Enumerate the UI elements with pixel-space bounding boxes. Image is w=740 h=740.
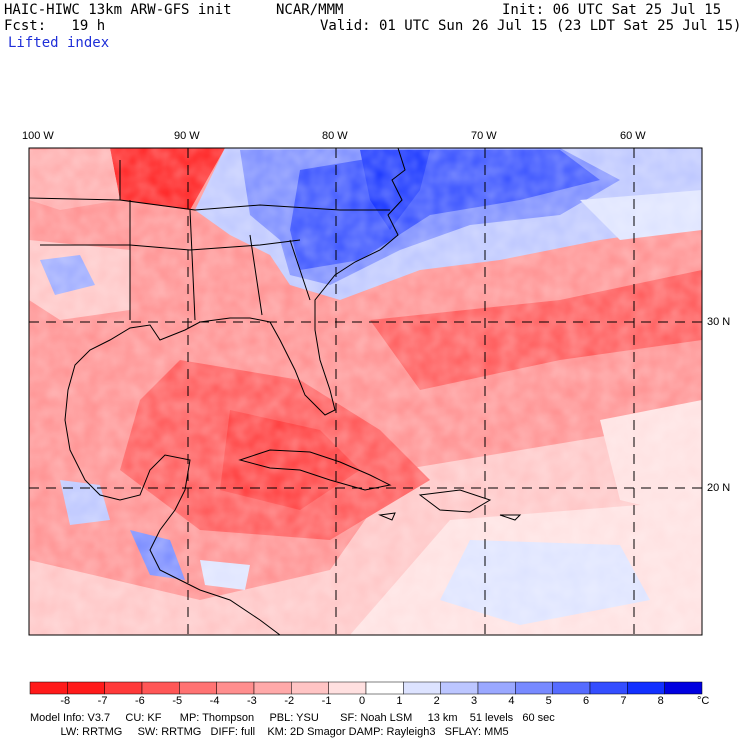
colorbar-tick-label: 6 (583, 695, 590, 707)
footer-line-2: LW: RRTMG SW: RRTMG DIFF: full KM: 2D Sm… (30, 726, 509, 738)
colorbar-unit: °C (697, 695, 710, 707)
valid-time: Valid: 01 UTC Sun 26 Jul 15 (23 LDT Sat … (320, 18, 740, 34)
coastline-gulf (64, 148, 406, 635)
colorbar-cell (403, 681, 441, 695)
colorbar-cell (477, 681, 516, 695)
border-states-2 (29, 197, 390, 211)
colorbar-tick-label: -3 (247, 695, 257, 707)
model-title: HAIC-HIWC 13km ARW-GFS init (4, 2, 232, 18)
colorbar-tick-label: 1 (396, 695, 403, 707)
colorbar-tick-label: -8 (60, 695, 71, 707)
colorbar-tick-label: -7 (97, 695, 108, 707)
border-states-6 (289, 239, 311, 301)
forecast-hour: Fcst: 19 h (4, 18, 106, 34)
colorbar-cell (664, 681, 703, 695)
colorbar-cell (328, 681, 367, 695)
lat-label-20n: 20 N (707, 482, 731, 494)
colorbar-tick-label: 4 (508, 695, 515, 707)
colorbar-tick-label: -5 (172, 695, 183, 707)
coastlines (29, 148, 522, 635)
colorbar-tick-label: 3 (471, 695, 478, 707)
coastline-jamaica (378, 512, 396, 521)
colorbar-cell (627, 681, 665, 695)
coastline-cuba (238, 449, 392, 491)
lon-label-100w: 100 W (22, 130, 54, 142)
lat-label-30n: 30 N (707, 316, 731, 328)
graticule (29, 148, 702, 635)
colorbar-tick-label: -4 (209, 695, 220, 707)
colorbar-cell (104, 681, 143, 695)
colorbar-cells (29, 681, 703, 695)
colorbar-tick-label: -2 (284, 695, 295, 707)
colorbar-cell (552, 681, 591, 695)
lon-label-90w: 90 W (174, 130, 200, 142)
init-time: Init: 06 UTC Sat 25 Jul 15 (502, 2, 722, 18)
map-frame (28, 147, 703, 636)
colorbar-cell (29, 681, 68, 695)
colorbar-cell (141, 681, 180, 695)
colorbar-cell (589, 681, 628, 695)
field-texture (29, 148, 702, 635)
field-name: Lifted index (8, 35, 110, 51)
colorbar-cell (253, 681, 292, 695)
colorbar-cell (440, 681, 479, 695)
colorbar-tick-label: 8 (657, 695, 664, 707)
colorbar-tick-label: -1 (321, 695, 332, 707)
colorbar-tick-label: 2 (433, 695, 440, 707)
border-states-5 (249, 234, 263, 316)
border-states-4 (189, 209, 196, 321)
lon-label-80w: 80 W (322, 130, 348, 142)
lon-label-70w: 70 W (471, 130, 497, 142)
coastline-puerto-rico (499, 514, 522, 521)
colorbar-cell (67, 681, 105, 695)
colorbar-cell (291, 681, 329, 695)
colorbar-cell (216, 681, 255, 695)
colorbar-tick-label: 7 (620, 695, 627, 707)
colorbar-tick-label: -6 (135, 695, 145, 707)
colorbar-cell (515, 681, 553, 695)
colorbar-cell (179, 681, 217, 695)
footer-line-1: Model Info: V3.7 CU: KF MP: Thompson PBL… (30, 712, 555, 724)
border-states-1 (40, 239, 301, 251)
colorbar-tick-label: 5 (545, 695, 552, 707)
colorbar-cell (365, 681, 404, 695)
colorbar-tick-label: 0 (359, 695, 366, 707)
coastline-hispaniola (418, 489, 492, 513)
lon-label-60w: 60 W (620, 130, 646, 142)
center-name: NCAR/MMM (276, 2, 344, 18)
map-field (29, 148, 702, 635)
